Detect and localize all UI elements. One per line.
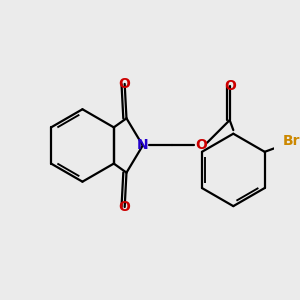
Text: O: O — [195, 139, 207, 152]
Text: N: N — [137, 139, 148, 152]
Text: Br: Br — [283, 134, 300, 148]
Text: O: O — [119, 200, 130, 214]
Text: O: O — [224, 79, 236, 93]
Text: O: O — [119, 77, 130, 91]
